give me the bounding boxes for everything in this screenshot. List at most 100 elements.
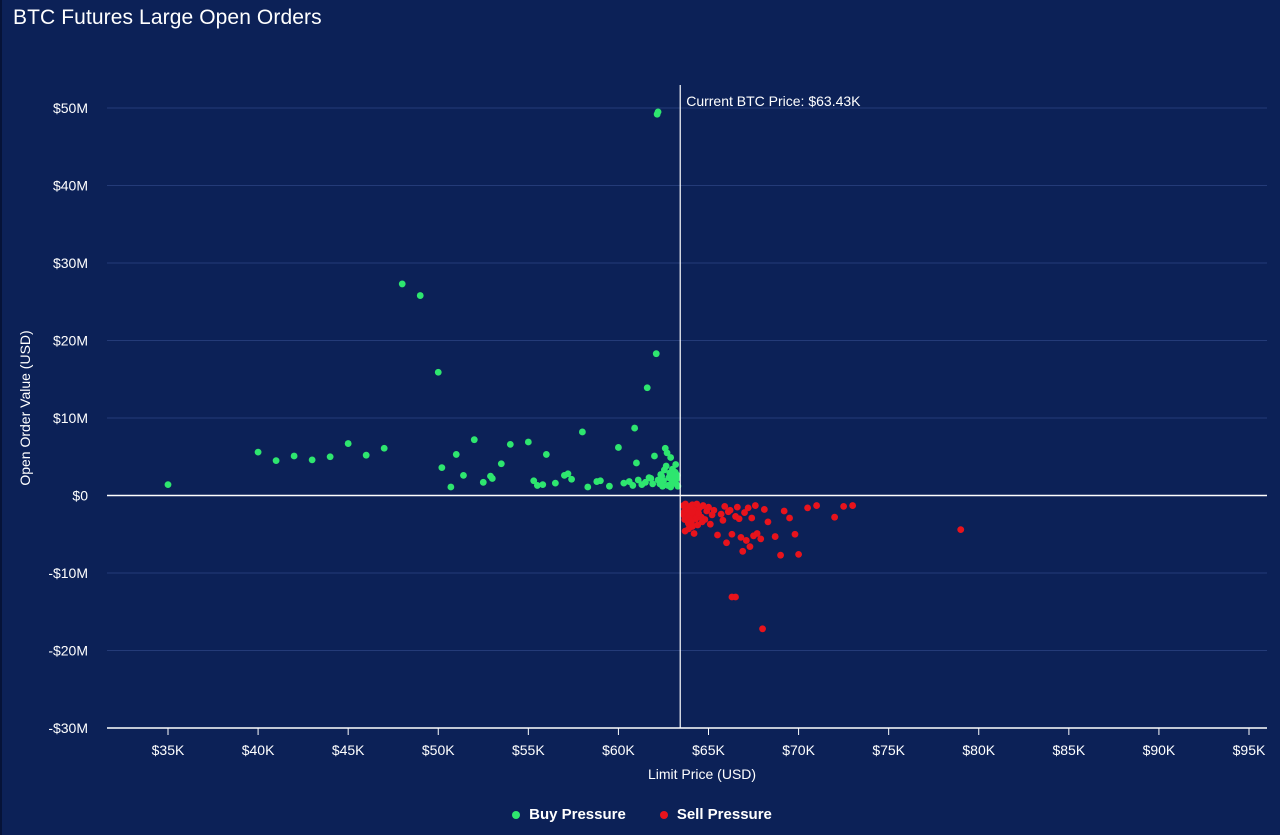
y-tick-label: $10M [53,410,88,426]
sell-point [771,533,779,540]
sell-point [840,502,848,510]
buy-point [660,466,668,474]
buy-point [597,477,604,485]
legend-swatch-buy [512,810,521,819]
sell-point [795,551,802,558]
buy-point [434,368,442,376]
current-price-label: Current BTC Price: $63.43K [686,93,861,109]
buy-point [398,280,406,288]
legend-item-buy[interactable]: Buy Pressure [512,806,626,823]
sell-point [777,551,784,559]
x-tick-label: $60K [602,742,635,758]
y-tick-label: $50M [53,100,88,116]
sell-point [813,502,820,509]
buy-point [470,436,478,444]
buy-point [308,456,316,464]
buy-point [416,292,424,299]
buy-point [272,457,280,465]
x-tick-label: $90K [1143,742,1176,758]
sell-point [780,507,788,515]
buy-point [438,464,446,471]
x-axis-ticks: $35K $40K $45K $50K $55K $60K $65K $70K $75K $80K… [152,728,1266,758]
buy-point [452,451,460,458]
buy-point [497,460,505,468]
buy-point [667,483,675,491]
buy-point [380,444,388,452]
sell-point [717,510,725,518]
buy-point [539,481,547,489]
sell-point [706,520,714,528]
legend: Buy Pressure Sell Pressure [2,806,1280,823]
sell-point [719,516,727,524]
buy-point [460,471,467,479]
buy-point [164,481,172,489]
sell-point [737,533,745,541]
buy-point [634,476,642,484]
sell-point [687,517,695,525]
y-axis-title: Open Order Value (USD) [17,330,33,485]
sell-point [690,530,698,537]
buy-point [606,482,613,490]
sell-point [791,530,799,538]
buy-point [642,478,649,486]
sell-point [748,514,756,522]
x-tick-label: $45K [332,742,365,758]
buy-point [643,384,651,392]
x-tick-label: $85K [1052,742,1085,758]
buy-point [290,452,298,460]
sell-point [804,504,811,512]
buy-point [551,479,559,487]
sell-point [742,537,750,544]
buy-point [542,451,550,458]
sell-point [753,530,761,537]
y-tick-label: -$20M [48,643,88,659]
sell-point [757,535,765,543]
buy-point [654,108,662,116]
buy-point [652,350,660,358]
buy-point [506,440,514,448]
buy-point [533,482,541,489]
buy-point [584,483,592,491]
buy-point [479,478,487,486]
buy-point [657,471,665,478]
axes [107,494,1267,729]
legend-label-buy: Buy Pressure [529,806,626,823]
buy-point [524,438,532,446]
sell-point [728,530,736,538]
buy-point [663,449,671,457]
current-price-annotation: Current BTC Price: $63.43K [679,85,861,728]
legend-swatch-sell [659,810,668,819]
legend-item-sell[interactable]: Sell Pressure [659,806,772,823]
sell-point [957,526,965,533]
buy-point [674,482,682,490]
buy-point [326,453,334,461]
sell-point [744,504,752,512]
buy-point [633,459,640,467]
sell-point [692,515,700,523]
x-tick-label: $65K [692,742,725,758]
sell-point [698,518,706,526]
buy-point [659,482,666,490]
sell-point [688,509,696,516]
buy-point [649,480,657,488]
y-axis-ticks: $50M $40M $30M $20M $10M $0 -$10M -$20M -$30M [48,100,88,736]
sell-point [764,518,772,526]
data-points [164,108,965,633]
x-tick-label: $80K [962,742,995,758]
sell-point [705,503,712,511]
sell-point [721,502,729,510]
grid-lines [107,107,1267,651]
x-tick-label: $50K [422,742,455,758]
sell-point [732,593,739,601]
sell-point [695,509,702,517]
buy-point [568,475,575,483]
y-tick-label: $40M [53,178,88,194]
buy-point [629,482,637,489]
sell-point [726,506,734,514]
chart-title: BTC Futures Large Open Orders [13,6,322,29]
buy-point [564,470,572,478]
buy-point [674,471,681,479]
x-tick-label: $75K [872,742,905,758]
sell-point [741,509,748,516]
